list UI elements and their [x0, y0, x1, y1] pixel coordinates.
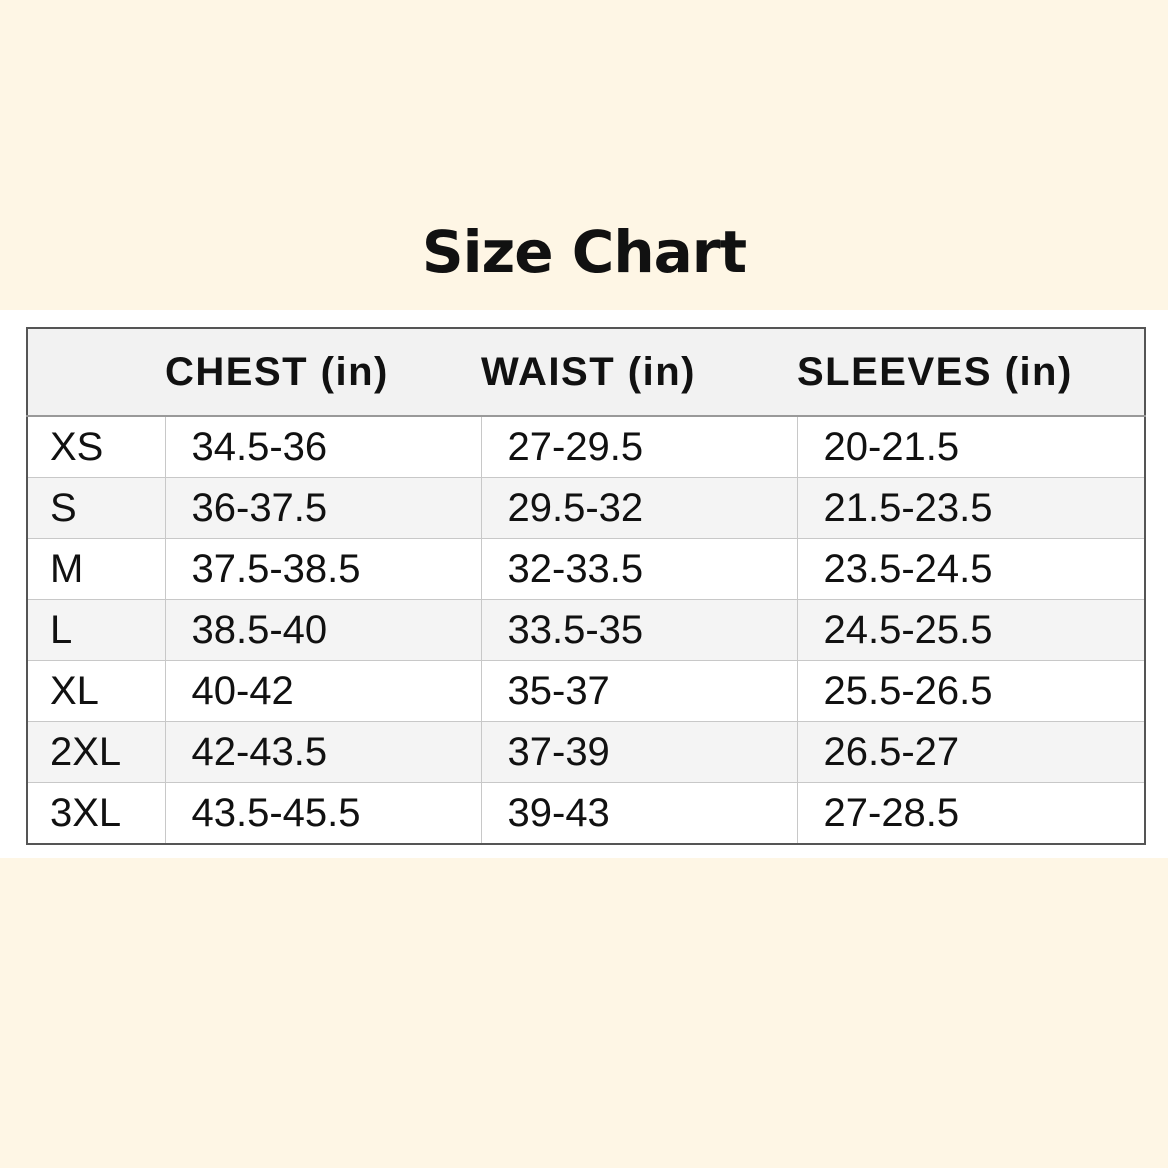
cell-size: XL [26, 660, 166, 722]
table-row: XS 34.5-36 27-29.5 20-21.5 [26, 415, 1146, 478]
cell-sleeves: 27-28.5 [796, 782, 1146, 845]
cell-waist: 32-33.5 [480, 538, 798, 600]
cell-sleeves: 23.5-24.5 [796, 538, 1146, 600]
cell-size: L [26, 599, 166, 661]
cell-sleeves: 25.5-26.5 [796, 660, 1146, 722]
cell-size: S [26, 477, 166, 539]
header-size [27, 327, 165, 417]
table-row: M 37.5-38.5 32-33.5 23.5-24.5 [26, 538, 1146, 600]
page-title: Size Chart [421, 218, 747, 286]
size-chart-table: CHEST (in) WAIST (in) SLEEVES (in) XS 34.… [26, 327, 1146, 845]
cell-sleeves: 21.5-23.5 [796, 477, 1146, 539]
cell-sleeves: 26.5-27 [796, 721, 1146, 783]
cell-sleeves: 20-21.5 [796, 415, 1146, 478]
cell-size: 3XL [26, 782, 166, 845]
cell-sleeves: 24.5-25.5 [796, 599, 1146, 661]
header-sleeves: SLEEVES (in) [797, 327, 1145, 417]
header-chest: CHEST (in) [165, 327, 481, 417]
cell-waist: 27-29.5 [480, 415, 798, 478]
cell-waist: 35-37 [480, 660, 798, 722]
cell-chest: 37.5-38.5 [164, 538, 482, 600]
table-row: 2XL 42-43.5 37-39 26.5-27 [26, 721, 1146, 783]
cell-chest: 38.5-40 [164, 599, 482, 661]
cell-waist: 39-43 [480, 782, 798, 845]
cell-chest: 36-37.5 [164, 477, 482, 539]
cell-chest: 34.5-36 [164, 415, 482, 478]
cell-waist: 37-39 [480, 721, 798, 783]
cell-chest: 42-43.5 [164, 721, 482, 783]
cell-size: XS [26, 415, 166, 478]
cell-waist: 29.5-32 [480, 477, 798, 539]
cell-chest: 40-42 [164, 660, 482, 722]
header-row: CHEST (in) WAIST (in) SLEEVES (in) [27, 327, 1145, 417]
cell-chest: 43.5-45.5 [164, 782, 482, 845]
header-waist: WAIST (in) [481, 327, 797, 417]
cell-size: M [26, 538, 166, 600]
table-row: S 36-37.5 29.5-32 21.5-23.5 [26, 477, 1146, 539]
table-row: L 38.5-40 33.5-35 24.5-25.5 [26, 599, 1146, 661]
cell-size: 2XL [26, 721, 166, 783]
cell-waist: 33.5-35 [480, 599, 798, 661]
table-row: 3XL 43.5-45.5 39-43 27-28.5 [26, 782, 1146, 845]
table-row: XL 40-42 35-37 25.5-26.5 [26, 660, 1146, 722]
